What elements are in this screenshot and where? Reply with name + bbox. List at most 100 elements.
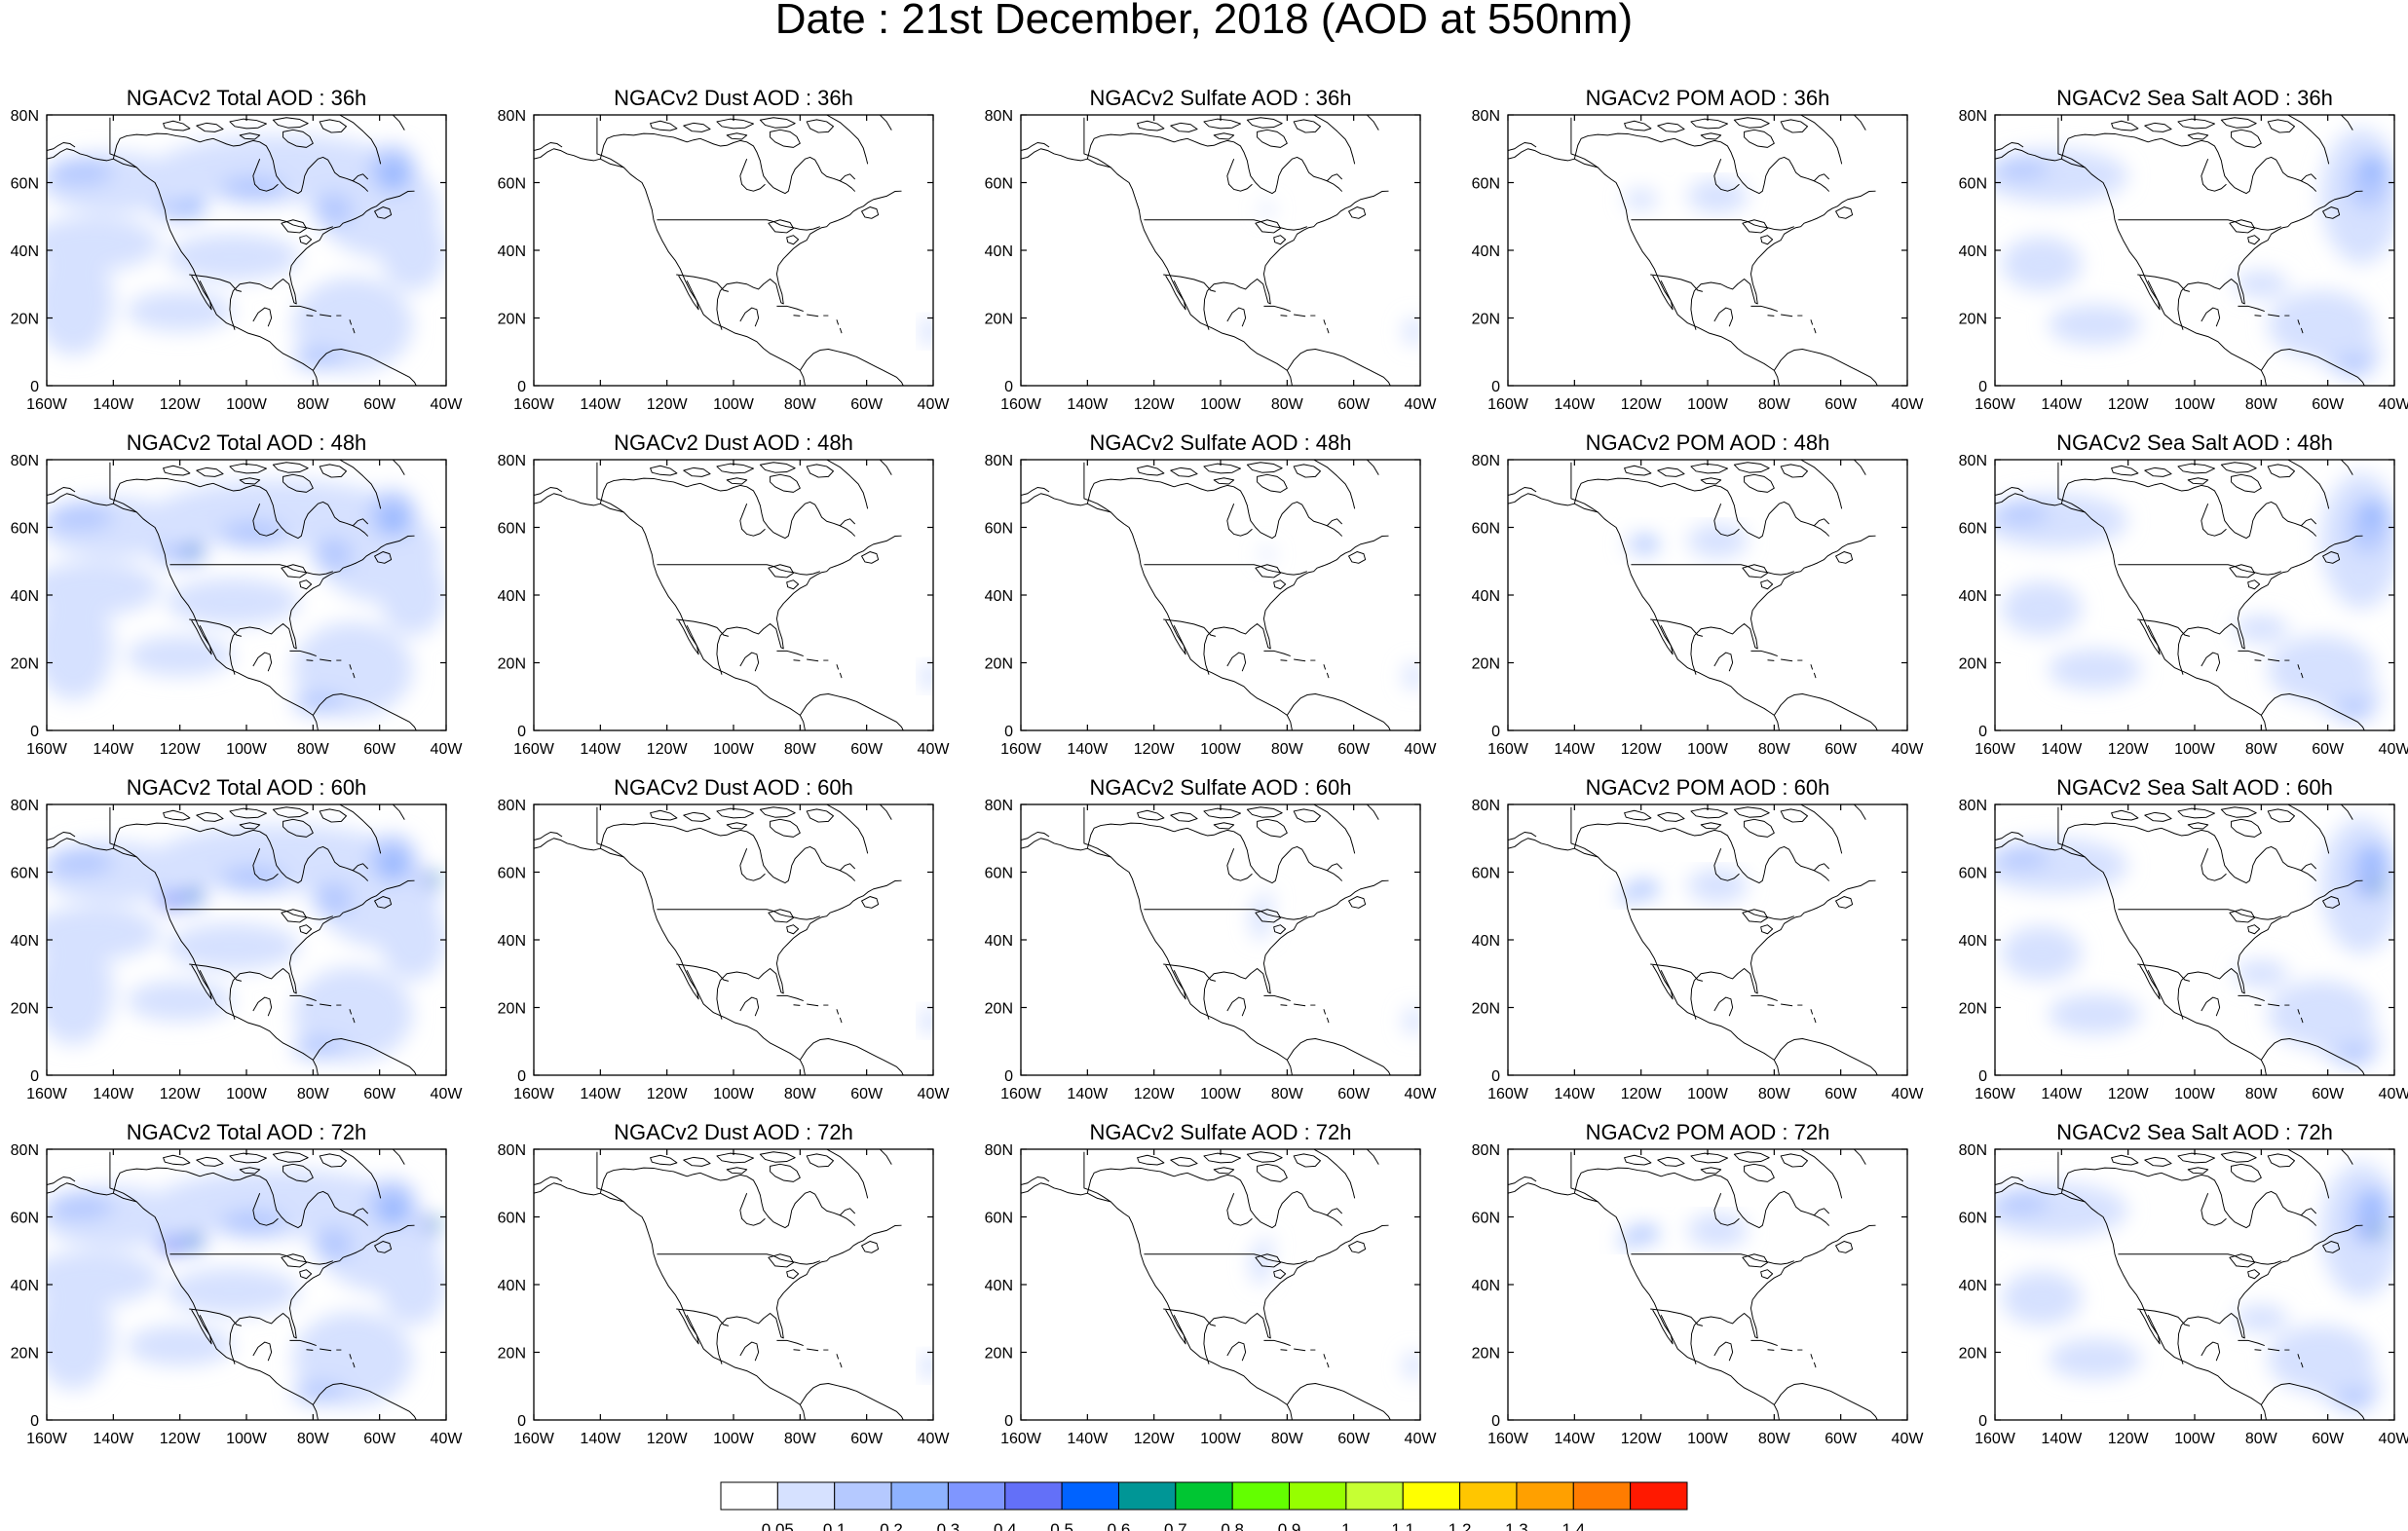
aod-plume (313, 881, 354, 916)
x-tick-label: 120W (647, 1431, 689, 1447)
colorbar-label: 0.8 (1221, 1520, 1244, 1531)
x-tick-label: 100W (1200, 396, 1242, 413)
aod-plume (47, 936, 114, 1045)
y-tick-label: 40N (1959, 1278, 1987, 1294)
coastline (1021, 1149, 1391, 1420)
x-tick-label: 40W (1892, 741, 1925, 758)
panel-title: NGACv2 Dust AOD : 60h (614, 775, 853, 800)
y-tick-label: 80N (11, 108, 39, 125)
x-tick-label: 60W (363, 1086, 396, 1102)
aod-plume (127, 1325, 234, 1366)
aod-plume (292, 966, 413, 1063)
x-tick-label: 60W (850, 1086, 884, 1102)
x-tick-label: 60W (2312, 1431, 2345, 1447)
aod-plume (379, 899, 446, 981)
coastline (1021, 460, 1391, 730)
x-tick-label: 120W (647, 741, 689, 758)
colorbar-swatch (1289, 1481, 1347, 1511)
x-tick-label: 60W (1337, 396, 1371, 413)
x-tick-label: 160W (1487, 741, 1529, 758)
x-tick-label: 60W (2312, 1086, 2345, 1102)
aod-plume (2235, 1304, 2288, 1332)
map-panel-sulfate-2: NGACv2 Sulfate AOD : 60h 160W 140W 120W 100W… (985, 775, 1438, 1102)
aod-plume (167, 922, 300, 971)
x-tick-label: 40W (1405, 1431, 1438, 1447)
aod-plume (2334, 1389, 2375, 1410)
aod-plume (219, 1210, 286, 1238)
x-tick-label: 80W (784, 741, 817, 758)
x-tick-label: 120W (2108, 741, 2150, 758)
x-tick-label: 160W (1000, 1086, 1042, 1102)
y-tick-label: 0 (1491, 1413, 1500, 1430)
x-tick-label: 40W (431, 741, 464, 758)
y-tick-label: 20N (498, 1001, 526, 1018)
aod-plume (47, 1193, 114, 1220)
colorbar-label: 0.05 (762, 1520, 794, 1531)
x-tick-label: 80W (1758, 396, 1791, 413)
aod-field (1260, 203, 1420, 346)
y-tick-label: 40N (1472, 933, 1500, 950)
y-tick-label: 20N (11, 1001, 39, 1018)
panel-title: NGACv2 Dust AOD : 48h (614, 430, 853, 455)
panel-title: NGACv2 Sea Salt AOD : 36h (2056, 86, 2333, 110)
aod-plume (47, 1281, 114, 1390)
coastline (1021, 804, 1391, 1075)
aod-field (920, 1007, 933, 1035)
x-tick-label: 160W (1000, 741, 1042, 758)
y-tick-label: 80N (498, 1142, 526, 1159)
y-tick-label: 40N (498, 933, 526, 950)
x-tick-label: 120W (2108, 396, 2150, 413)
panel-title: NGACv2 Total AOD : 36h (127, 86, 367, 110)
panel-title: NGACv2 POM AOD : 36h (1586, 86, 1830, 110)
aod-plume (1995, 848, 2049, 870)
x-tick-label: 160W (1000, 1431, 1042, 1447)
map-frame (533, 459, 934, 731)
aod-plume (1687, 524, 1748, 558)
y-tick-label: 80N (1959, 1142, 1987, 1159)
map-frame (1020, 459, 1421, 731)
aod-plume (47, 906, 161, 960)
x-tick-label: 120W (1134, 396, 1176, 413)
aod-plume (127, 290, 234, 332)
colorbar-label: 1 (1341, 1520, 1350, 1531)
colorbar-swatch (1175, 1481, 1233, 1511)
x-tick-label: 60W (1337, 1431, 1371, 1447)
y-tick-label: 80N (1472, 798, 1500, 814)
y-tick-label: 40N (11, 588, 39, 605)
x-tick-label: 40W (918, 396, 951, 413)
y-tick-label: 60N (1959, 1211, 1987, 1227)
colorbar-swatch (1516, 1481, 1574, 1511)
y-tick-label: 60N (498, 866, 526, 882)
x-tick-label: 120W (647, 1086, 689, 1102)
x-tick-label: 80W (297, 1431, 330, 1447)
coastline (534, 460, 904, 730)
x-tick-label: 40W (1405, 741, 1438, 758)
aod-plume (379, 209, 446, 291)
y-tick-label: 40N (498, 1278, 526, 1294)
x-tick-label: 160W (1975, 1086, 2016, 1102)
x-tick-label: 160W (513, 741, 555, 758)
colorbar-swatch (834, 1481, 892, 1511)
y-tick-label: 20N (1959, 1001, 1987, 1018)
x-tick-label: 80W (784, 1431, 817, 1447)
map-frame (1507, 459, 1908, 731)
aod-plume (1403, 1352, 1420, 1380)
aod-plume (379, 1200, 406, 1220)
colorbar-swatch (1061, 1481, 1119, 1511)
colorbar-label: 0.7 (1164, 1520, 1187, 1531)
y-tick-label: 20N (985, 656, 1013, 673)
colorbar-swatch (1572, 1481, 1632, 1511)
y-tick-label: 80N (985, 453, 1013, 469)
aod-plume (2364, 155, 2385, 183)
x-tick-label: 120W (2108, 1431, 2150, 1447)
aod-field (1624, 179, 1748, 213)
y-tick-label: 60N (498, 1211, 526, 1227)
x-tick-label: 100W (226, 1431, 268, 1447)
y-tick-label: 40N (1472, 588, 1500, 605)
x-tick-label: 80W (1271, 396, 1304, 413)
aod-plume (2048, 304, 2142, 346)
aod-plume (1995, 159, 2049, 180)
y-tick-label: 40N (1472, 1278, 1500, 1294)
aod-plume (183, 196, 204, 210)
aod-plume (379, 510, 406, 531)
